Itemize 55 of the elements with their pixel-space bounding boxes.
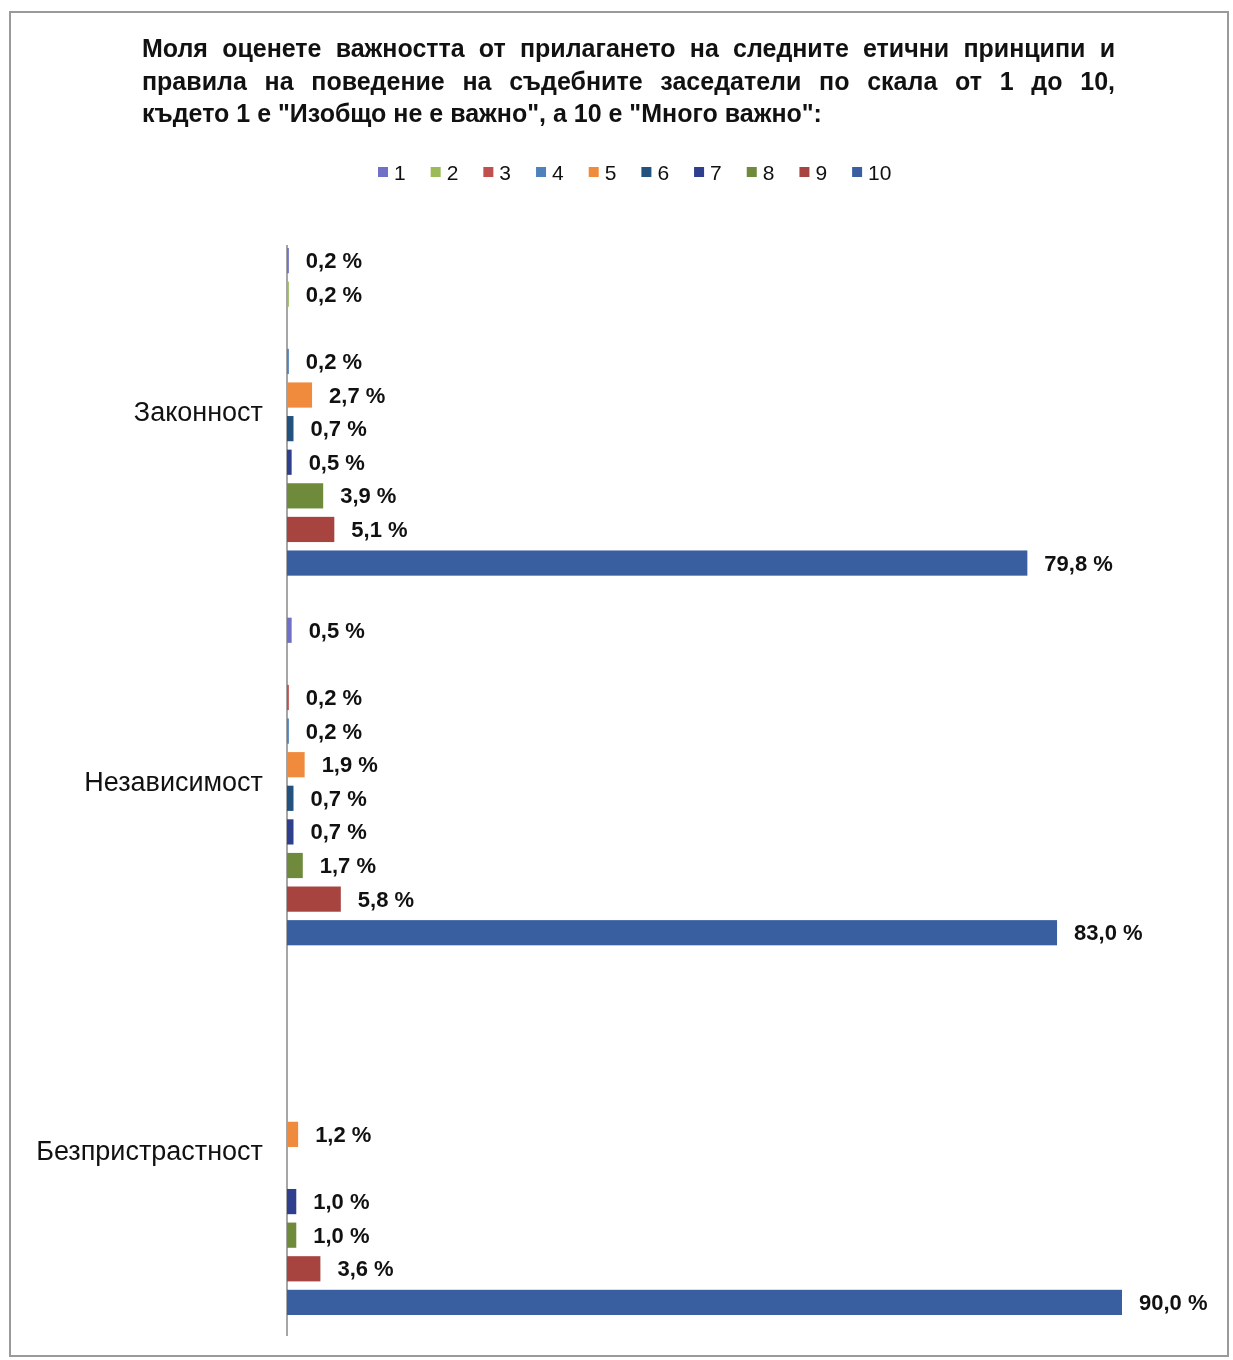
- data-label: 1,7 %: [319, 853, 377, 879]
- y-tick-label: Законност: [133, 396, 263, 427]
- bar: [287, 920, 1058, 946]
- legend-label: 6: [657, 160, 670, 184]
- data-label: 0,2 %: [305, 718, 363, 744]
- data-label: 1,0 %: [313, 1222, 370, 1248]
- bar: [287, 617, 292, 643]
- bar: [287, 449, 292, 475]
- data-label: 79,8 %: [1044, 550, 1113, 576]
- bar: [287, 483, 324, 509]
- data-label: 0,2 %: [305, 348, 363, 374]
- bar: [287, 886, 341, 912]
- legend-label: 3: [499, 160, 512, 184]
- bar: [287, 752, 305, 778]
- bar: [287, 382, 313, 408]
- bar: [287, 1222, 297, 1248]
- data-label: 1,2 %: [315, 1121, 372, 1147]
- data-label: 1,0 %: [313, 1189, 370, 1215]
- legend-label: 2: [446, 160, 459, 184]
- data-label: 90,0 %: [1139, 1289, 1208, 1315]
- data-label: 3,6 %: [337, 1256, 394, 1282]
- legend-label: 9: [815, 160, 828, 184]
- data-label: 2,7 %: [329, 382, 386, 408]
- y-tick-label: Независимост: [84, 766, 263, 797]
- data-label: 0,2 %: [305, 248, 363, 274]
- data-label: 5,1 %: [351, 516, 408, 542]
- data-label: 0,2 %: [305, 684, 363, 710]
- legend-label: 8: [762, 160, 775, 184]
- bar: [287, 819, 294, 845]
- data-label: 83,0 %: [1074, 920, 1143, 946]
- legend-label: 7: [710, 160, 722, 184]
- bar: [287, 1188, 297, 1215]
- bar: [287, 785, 294, 811]
- data-label: 3,9 %: [340, 483, 397, 509]
- data-label: 5,8 %: [357, 886, 415, 912]
- data-label: 0,7 %: [310, 416, 367, 442]
- chart-title: Моля оценете важността от прилагането на следните етични принципи и правила на поведение на съдебните заседатели по скала от 1 до 10, където 1 е "Изобщо не е важно", а 10 е "Много важно":: [142, 34, 1133, 127]
- bar: [287, 550, 1028, 576]
- legend-label: 4: [552, 160, 565, 184]
- bar: [287, 416, 294, 442]
- data-label: 0,5 %: [308, 449, 365, 475]
- data-label: 0,7 %: [310, 785, 367, 811]
- bar: [287, 1121, 299, 1147]
- data-label: 1,9 %: [321, 752, 378, 778]
- data-label: 0,2 %: [305, 281, 363, 307]
- data-label: 0,7 %: [310, 819, 367, 845]
- legend-label: 1: [394, 160, 406, 184]
- legend-label: 10: [868, 160, 892, 184]
- bar: [287, 516, 335, 543]
- bar: [287, 1256, 321, 1282]
- legend-label: 5: [604, 160, 617, 184]
- bar: [287, 1289, 1122, 1315]
- y-tick-label: Безпристрастност: [36, 1136, 263, 1167]
- data-label: 0,5 %: [308, 617, 365, 643]
- bar: [287, 852, 303, 879]
